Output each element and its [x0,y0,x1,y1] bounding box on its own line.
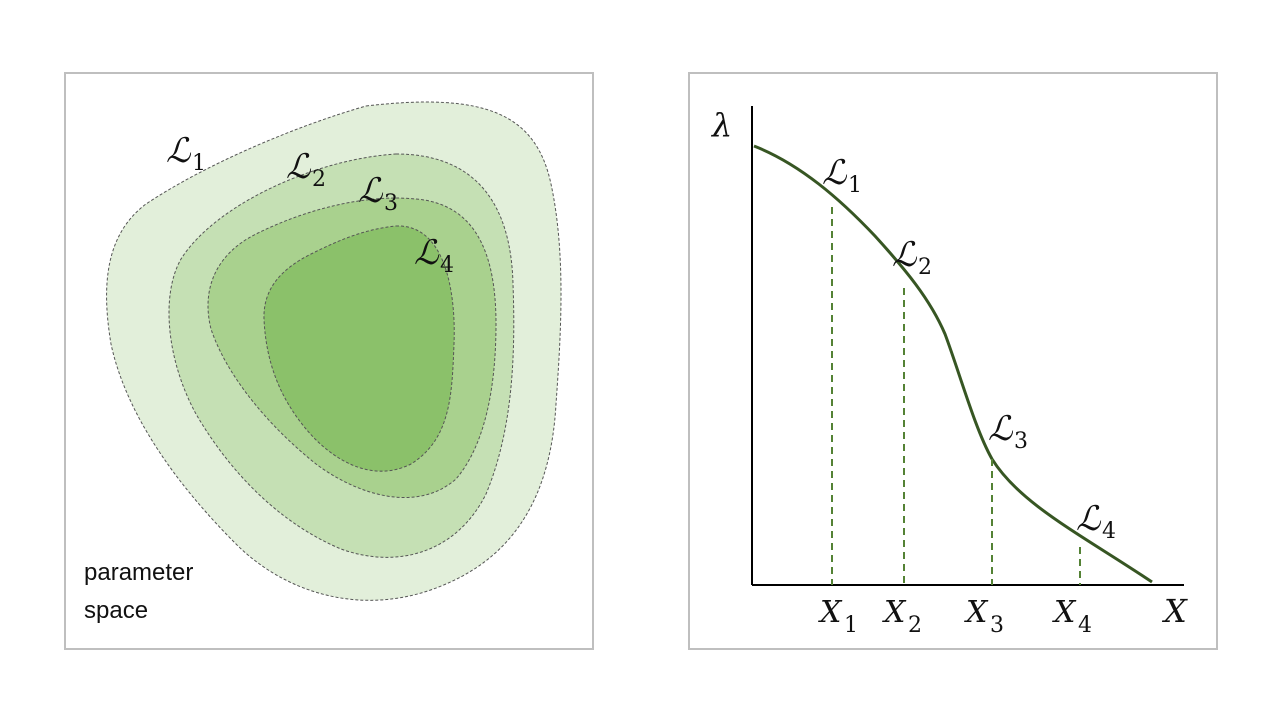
svg-text:ℒ: ℒ [166,131,192,171]
svg-text:1: 1 [848,173,862,198]
contour-label-2: ℒ 2 [286,147,326,192]
lambda-curve-panel: λ X ℒ 1 ℒ 2 ℒ 3 ℒ 4 X 1 X 2 X 3 [688,72,1218,650]
svg-text:ℒ: ℒ [286,147,312,187]
svg-text:1: 1 [844,613,858,638]
x-axis-label: X [1161,592,1188,630]
svg-text:3: 3 [990,613,1004,638]
curve-label-3: ℒ 3 [988,409,1028,454]
svg-text:X: X [882,595,907,630]
svg-text:X: X [1052,595,1077,630]
svg-text:3: 3 [384,191,398,216]
lambda-x-plot: λ X ℒ 1 ℒ 2 ℒ 3 ℒ 4 X 1 X 2 X 3 [710,106,1188,638]
svg-text:X: X [964,595,989,630]
contour-region-4 [263,225,455,472]
svg-text:4: 4 [1078,613,1092,638]
svg-text:ℒ: ℒ [1076,499,1102,539]
caption-line-2: space [84,597,149,624]
curve-label-4: ℒ 4 [1076,499,1116,544]
y-axis-label: λ [710,106,732,144]
svg-text:2: 2 [908,613,922,638]
lambda-curve [753,144,1153,584]
contour-label-4: ℒ 4 [414,233,454,278]
svg-text:X: X [818,595,843,630]
contour-label-1: ℒ 1 [166,131,206,176]
svg-text:ℒ: ℒ [988,409,1014,449]
svg-text:2: 2 [918,255,932,280]
contour-diagram: ℒ 1 ℒ 2 ℒ 3 ℒ 4 [106,101,562,601]
svg-text:1: 1 [192,151,206,176]
caption-line-1: parameter [84,559,194,586]
svg-text:2: 2 [312,167,326,192]
x-tick-label-4: X 4 [1052,595,1092,638]
svg-text:4: 4 [1102,519,1116,544]
curve-label-2: ℒ 2 [892,235,932,280]
curve-label-1: ℒ 1 [822,153,862,198]
contour-label-3: ℒ 3 [358,171,398,216]
svg-text:ℒ: ℒ [892,235,918,275]
x-tick-label-2: X 2 [882,595,922,638]
parameter-space-panel: ℒ 1 ℒ 2 ℒ 3 ℒ 4 parameter space [64,72,594,650]
svg-text:4: 4 [440,253,454,278]
svg-text:ℒ: ℒ [414,233,440,273]
x-tick-label-3: X 3 [964,595,1004,638]
svg-text:ℒ: ℒ [822,153,848,193]
parameter-space-caption: parameter space [84,554,193,630]
x-tick-label-1: X 1 [818,595,858,638]
svg-text:ℒ: ℒ [358,171,384,211]
svg-text:3: 3 [1014,429,1028,454]
